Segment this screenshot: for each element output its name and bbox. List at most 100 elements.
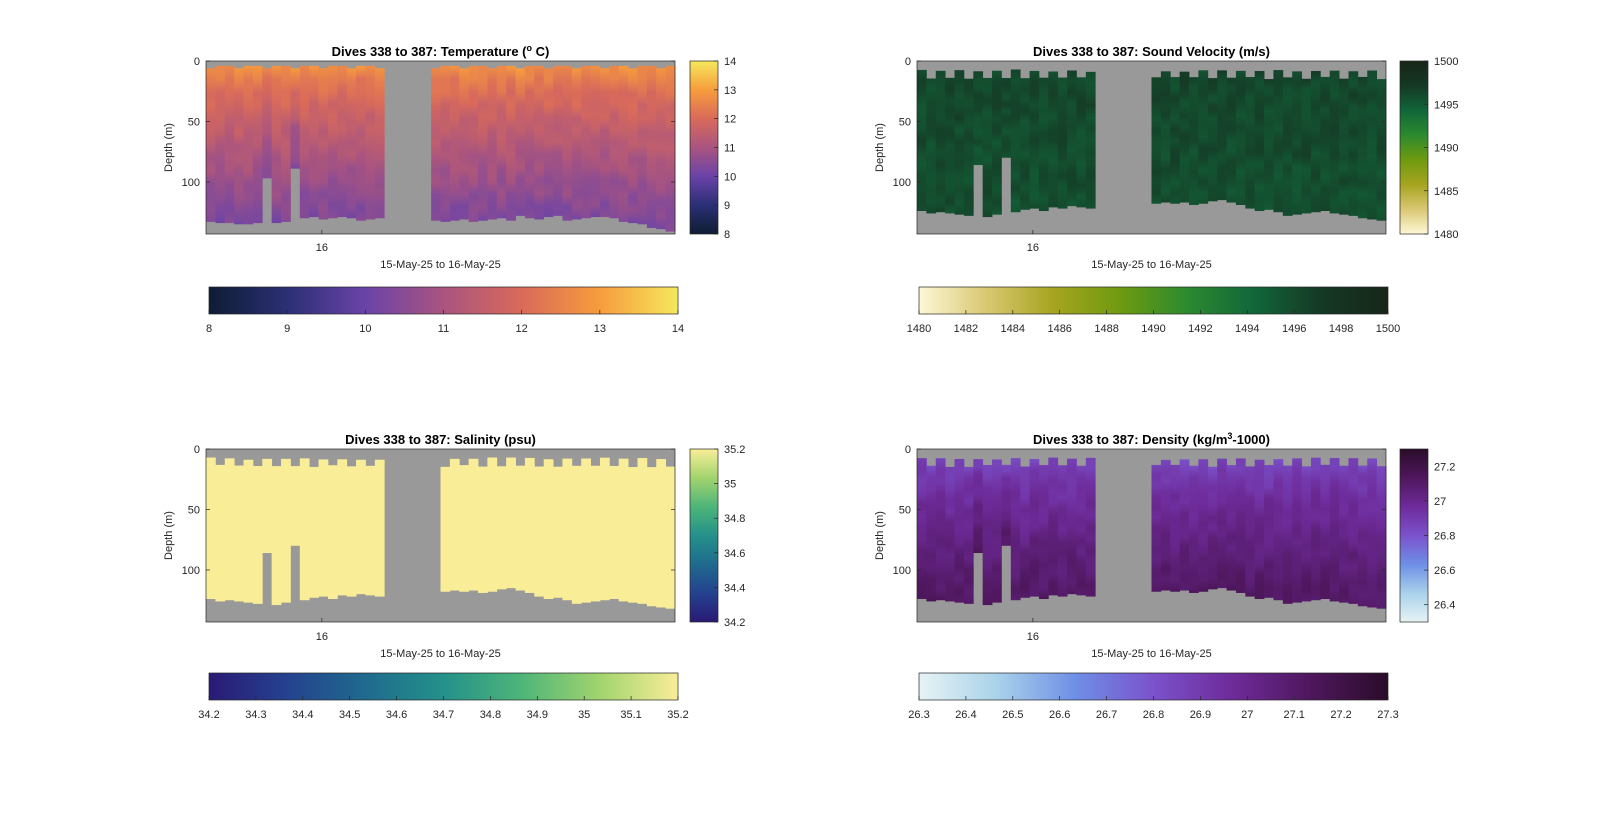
dive-column [973,71,984,166]
y-tick-label: 0 [194,56,200,68]
dive-column [534,466,545,597]
chart-title: Dives 338 to 387: Density (kg/m3-1000) [1033,431,1270,447]
dive-column [1245,466,1256,597]
dive-column [571,68,582,220]
vertical-colorbar [1399,448,1429,623]
y-tick-label: 0 [194,444,200,456]
dive-column [215,65,226,224]
density-panel: 0 50 100 16 15-May-25 to 16-May-25 Depth (m) D… [874,431,1455,721]
dive-column [1170,464,1181,592]
dive-column [618,65,629,222]
colorbar-tick-label: 34.8 [480,709,501,721]
colorbar-tick-label: 34.5 [339,709,360,721]
dive-column [1010,458,1021,601]
dive-column [365,465,376,596]
y-axis-label: Depth (m) [163,511,175,560]
colorbar-tick-label: 26.8 [1143,709,1164,721]
dive-columns [206,65,676,232]
dive-column [1020,466,1030,598]
dive-column [1301,466,1312,602]
dive-column [356,459,366,595]
dive-column [1376,466,1387,609]
dive-column [243,65,254,225]
colorbar-tick-label: 27.3 [1377,709,1398,721]
colorbar-tick-label: 35.2 [724,444,745,456]
dive-column [609,465,620,600]
colorbar-tick-label: 26.6 [1049,709,1070,721]
colorbar-tick-label: 34.8 [724,513,745,525]
colorbar-tick-label: 1494 [1235,323,1259,335]
dive-column [515,465,526,591]
x-axis-label: 15-May-25 to 16-May-25 [1091,259,1211,271]
dive-column [917,69,927,212]
dive-column [1010,69,1021,213]
dive-column [1217,70,1227,201]
dive-column [1198,70,1209,204]
dive-column [656,459,667,608]
dive-column [534,65,545,220]
colorbar-tick-label: 35 [724,479,736,491]
dive-column [224,65,235,224]
dive-column [487,68,498,220]
colorbar-tick-label: 9 [284,323,290,335]
colorbar-tick-label: 12 [516,323,528,335]
colorbar-tick-label: 8 [724,229,730,241]
dive-column [290,68,301,169]
dive-column [1376,79,1387,221]
dive-column [252,466,263,604]
dive-column [954,458,965,603]
y-tick-label: 50 [899,116,911,128]
dive-column [374,68,385,219]
colorbar-tick-label: 1490 [1434,143,1458,155]
dive-column [459,68,470,220]
colorbar-tick-label: 34.3 [245,709,266,721]
dive-column [290,466,301,546]
dive-column [581,65,591,219]
dive-column [281,458,291,603]
colorbar-tick-label: 1480 [1434,229,1458,241]
dive-column [1357,76,1368,219]
y-tick-label: 100 [893,177,911,189]
colorbar-tick-label: 26.6 [1434,565,1455,577]
dive-column [1254,459,1265,600]
colorbar-tick-label: 11 [438,323,449,335]
dive-column [1320,76,1331,212]
colorbar-tick-label: 1482 [954,323,978,335]
dive-column [665,466,676,609]
dive-column [271,65,282,224]
dive-column [506,65,516,221]
dive-column [562,65,573,221]
dive-column [365,65,376,220]
dive-column [599,68,610,218]
dive-column [374,459,385,597]
dive-column [496,466,507,590]
plot-frame [916,448,1387,623]
dive-column [945,466,955,602]
dive-columns [917,457,1387,609]
colorbar-tick-label: 26.4 [1434,600,1455,612]
colorbar-tick-label: 35.1 [620,709,641,721]
dive-column [1310,71,1321,213]
dive-column [1076,465,1087,596]
dive-column [346,466,357,597]
dive-column [1339,465,1349,603]
colorbar-tick-label: 11 [724,143,735,155]
dive-column [1207,466,1218,590]
y-tick-label: 100 [182,177,200,189]
colorbar-tick-label: 27 [1241,709,1253,721]
dive-column [1001,77,1012,158]
dive-column [926,78,937,214]
dive-column [206,68,216,222]
dive-column [581,458,591,603]
colorbar-tick-label: 1486 [1047,323,1071,335]
y-tick-label: 50 [188,116,200,128]
colorbar-tick-label: 1484 [1001,323,1025,335]
colorbar-tick-label: 35 [578,709,590,721]
dive-column [318,68,329,220]
dive-column [1217,458,1227,589]
colorbar-tick-label: 1492 [1188,323,1212,335]
dive-column [459,465,470,592]
dive-column [1273,70,1284,213]
dive-column [1085,71,1096,209]
dive-column [487,457,498,592]
